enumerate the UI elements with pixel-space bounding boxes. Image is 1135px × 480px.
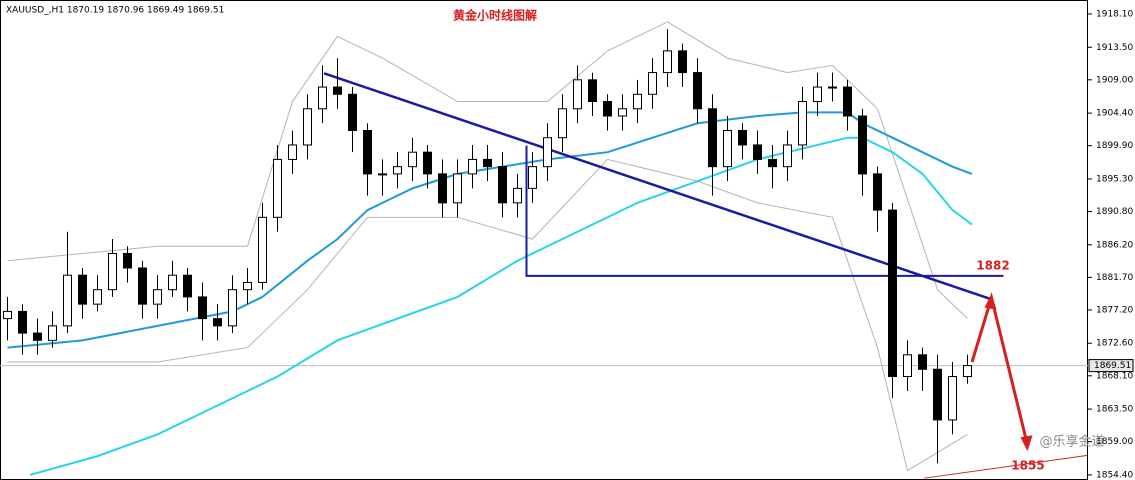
annotation: 1882 [976,259,1009,273]
candle-body [423,151,432,175]
candle-body [33,332,42,341]
candle-body [63,274,72,327]
candle-body [3,310,12,320]
candle-body [228,289,237,327]
arrow-head [1020,435,1033,452]
candle-body [693,72,702,110]
chart-title: 黄金小时线图解 [453,8,537,23]
candle-body [243,281,252,291]
candle-body [393,166,402,175]
watermark: @乐享金道 [1039,434,1104,450]
candle-body [438,173,447,204]
candle-body [288,144,297,160]
candle-body [528,166,537,189]
candle-body [153,289,162,305]
candle-body [483,158,492,168]
candle-body [108,252,117,291]
y-tick-label: 1913.50 [1096,43,1133,53]
candle-body [318,86,327,110]
last-price-label: 1869.51 [1094,361,1131,371]
line-series [923,454,1088,479]
candle-body [93,289,102,305]
y-tick-label: 1909.00 [1096,75,1133,85]
y-tick-label: 1877.20 [1096,305,1133,315]
candle-body [933,368,942,421]
y-tick-label: 1904.40 [1096,109,1133,119]
candle-body [633,93,642,110]
y-tick-label: 1886.20 [1096,240,1133,250]
y-tick-label: 1854.40 [1096,470,1133,480]
y-tick-label: 1881.70 [1096,273,1133,283]
line-series [29,136,973,476]
candle-body [183,274,192,298]
y-tick-label: 1918.10 [1096,9,1133,19]
candle-body [888,209,897,378]
line-series [7,158,968,472]
candle-body [648,72,657,95]
header: XAUUSD_,H1 1870.19 1870.96 1869.49 1869.… [6,6,224,16]
candle-body [843,86,852,117]
candle-body [123,252,132,269]
line-series [323,72,994,301]
candle-body [738,129,747,146]
candle-body [813,86,822,103]
y-tick-label: 1863.50 [1096,405,1133,415]
candle-body [873,173,882,211]
candle-body [453,173,462,204]
y-tick-label: 1895.30 [1096,174,1133,184]
candle-body [48,325,57,341]
candle-body [768,158,777,168]
candle-body [573,79,582,110]
candle-body [468,158,477,175]
plot-frame [0,0,1088,480]
candle-body [798,101,807,146]
candle-body [213,318,222,327]
candle-body [858,115,867,175]
candle-body [588,79,597,103]
y-tick-label: 1859.00 [1096,437,1133,447]
candle-body [498,166,507,204]
candle-body [408,151,417,168]
candle-body [708,108,717,168]
candle-body [963,365,972,378]
candle-body [918,354,927,370]
candle-body [753,144,762,160]
candle-body [678,50,687,74]
candle-body [333,86,342,95]
y-tick-label: 1890.80 [1096,207,1133,217]
candle-body [603,101,612,117]
candle-body [198,296,207,320]
arrow-head [984,293,997,310]
candle-body [663,50,672,74]
y-tick-label: 1872.60 [1096,339,1133,349]
annotation: 1855 [1011,459,1044,473]
candle-body [168,274,177,291]
last-price-box [1088,359,1134,373]
y-tick-label: 1899.90 [1096,141,1133,151]
candle-body [783,144,792,168]
line-series [525,145,1004,277]
candle-body [18,310,27,334]
candle-body [828,86,837,89]
candle-body [513,187,522,204]
candle-body [363,129,372,175]
candle-body [903,354,912,378]
candle-body [348,93,357,131]
candle-body [273,158,282,218]
candle-body [303,108,312,146]
candle-body [138,267,147,305]
candle-body [948,376,957,421]
candle-body [378,173,387,176]
candle-body [723,129,732,168]
candle-body [558,108,567,139]
candle-body [78,274,87,305]
candle-body [543,137,552,168]
candle-body [618,108,627,117]
y-tick-label: 1868.10 [1096,371,1133,381]
candle-body [258,216,267,283]
